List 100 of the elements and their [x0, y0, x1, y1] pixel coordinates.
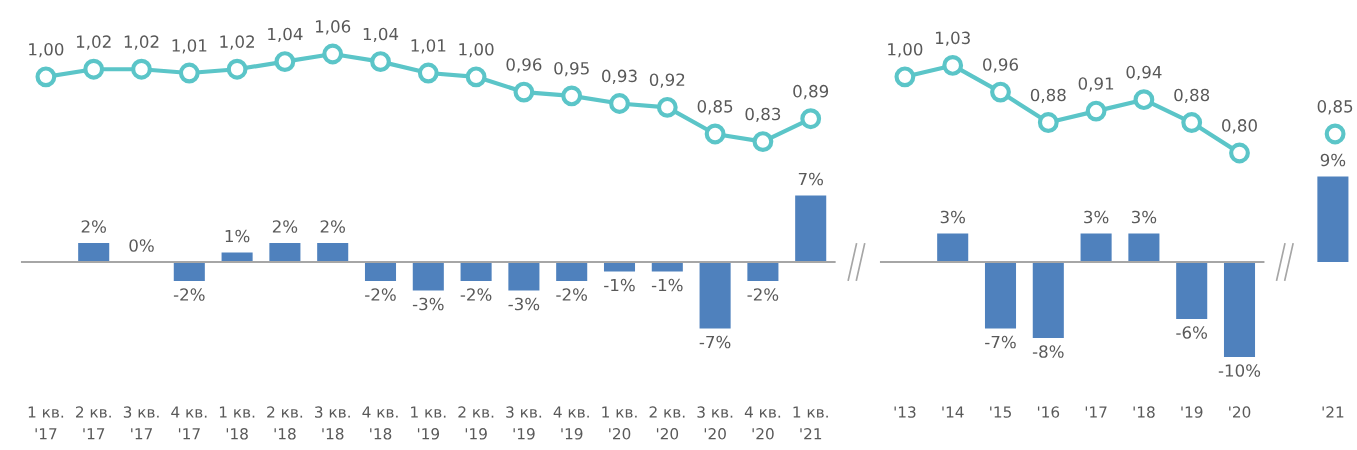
point — [656, 96, 678, 118]
point — [1085, 100, 1107, 122]
point — [1133, 89, 1155, 111]
data-label: 0,83 — [745, 107, 781, 122]
point — [1037, 112, 1059, 133]
data-label: 0,96 — [506, 58, 542, 73]
bar — [795, 195, 827, 262]
data-label: 7% — [798, 172, 823, 186]
bar — [747, 262, 779, 281]
x-tick-label: '13 — [894, 406, 916, 418]
point — [1181, 112, 1203, 133]
data-label: 1,01 — [411, 39, 446, 54]
data-label: 0,89 — [793, 84, 829, 100]
bar — [317, 243, 349, 262]
data-label: -2% — [365, 288, 396, 301]
point — [800, 108, 822, 130]
data-label: 0,88 — [1174, 88, 1210, 103]
x-tick-label: '16 — [1037, 406, 1060, 418]
point — [417, 62, 439, 84]
data-label: -1% — [651, 278, 683, 292]
x-tick-label: '21 — [1322, 406, 1344, 418]
x-tick-label: 2 кв. '18 — [267, 406, 303, 440]
data-label: 0,80 — [1222, 119, 1257, 134]
bar — [460, 262, 492, 281]
x-tick-label: 3 кв. '18 — [315, 406, 350, 440]
x-tick-label: 1 кв. '18 — [219, 406, 255, 440]
x-tick-label: 3 кв. '20 — [697, 406, 733, 440]
point — [990, 81, 1011, 103]
x-tick-label: '20 — [1229, 406, 1251, 418]
data-label: -7% — [699, 335, 731, 349]
data-label: -2% — [460, 288, 492, 301]
point — [561, 85, 583, 107]
data-label: 1,02 — [76, 35, 111, 50]
point — [609, 93, 630, 114]
data-label: 0,88 — [1030, 88, 1066, 103]
point — [370, 51, 391, 73]
x-tick-label: '17 — [1085, 406, 1107, 418]
bar — [364, 262, 397, 281]
bar — [508, 262, 540, 291]
x-tick-label: '19 — [1181, 406, 1203, 418]
data-label: 0,93 — [602, 69, 637, 84]
x-tick-label: 1 кв. '17 — [28, 406, 64, 440]
data-label: -10% — [1218, 364, 1261, 377]
bar — [173, 262, 205, 281]
data-label: 1,04 — [268, 27, 303, 43]
data-label: 1% — [225, 229, 250, 243]
x-tick-label: 4 кв. '17 — [171, 406, 207, 440]
point — [322, 43, 344, 65]
x-tick-label: 2 кв. '17 — [75, 406, 111, 440]
data-label: 1,00 — [459, 42, 494, 58]
x-tick-label: 3 кв. '17 — [123, 406, 159, 440]
data-label: 1,02 — [220, 35, 254, 50]
data-label: 0,85 — [1317, 100, 1353, 115]
data-label: 1,02 — [124, 35, 159, 50]
data-label: 0% — [129, 239, 154, 252]
bar — [699, 262, 731, 329]
data-label: 1,04 — [363, 27, 399, 43]
x-tick-label: '15 — [990, 406, 1011, 418]
data-label: -8% — [1032, 345, 1064, 358]
x-tick-label: '14 — [942, 406, 964, 418]
data-label: 3% — [1131, 210, 1157, 224]
point — [226, 58, 248, 80]
point — [178, 62, 200, 84]
point — [131, 58, 152, 80]
x-tick-label: 4 кв. '20 — [744, 406, 781, 440]
x-tick-label: 4 кв. '18 — [362, 406, 398, 440]
data-label: 2% — [81, 220, 106, 233]
point — [704, 123, 726, 145]
bar — [269, 243, 301, 262]
data-label: 1,01 — [172, 39, 207, 54]
data-label: 0,94 — [1126, 65, 1162, 81]
point — [1229, 142, 1250, 164]
data-label: 1,06 — [315, 20, 351, 35]
data-label: 2% — [272, 220, 298, 233]
x-tick-label: '18 — [1133, 406, 1155, 418]
bar — [78, 243, 110, 262]
point — [274, 51, 296, 73]
x-tick-label: 1 кв. '21 — [793, 406, 828, 440]
data-label: -2% — [173, 288, 205, 301]
data-label: 1,00 — [29, 42, 64, 58]
point — [942, 55, 964, 76]
point — [1324, 123, 1346, 145]
data-label: 2% — [320, 220, 345, 233]
data-label: 0,91 — [1078, 77, 1114, 92]
data-label: -3% — [508, 297, 540, 311]
data-label: 0,85 — [697, 100, 733, 115]
point — [465, 66, 487, 88]
point — [513, 81, 535, 103]
data-label: 3% — [940, 210, 965, 224]
point — [83, 58, 105, 80]
point — [894, 66, 916, 88]
x-tick-label: 1 кв. '19 — [411, 406, 446, 440]
bar — [556, 262, 588, 281]
data-label: 0,95 — [554, 61, 589, 77]
x-tick-label: 1 кв. '20 — [602, 406, 637, 440]
x-tick-label: 4 кв. '19 — [553, 406, 589, 440]
x-tick-label: 2 кв. '19 — [458, 406, 494, 440]
data-label: -1% — [604, 278, 635, 292]
data-label: -2% — [747, 288, 779, 301]
data-label: 0,96 — [983, 58, 1019, 73]
